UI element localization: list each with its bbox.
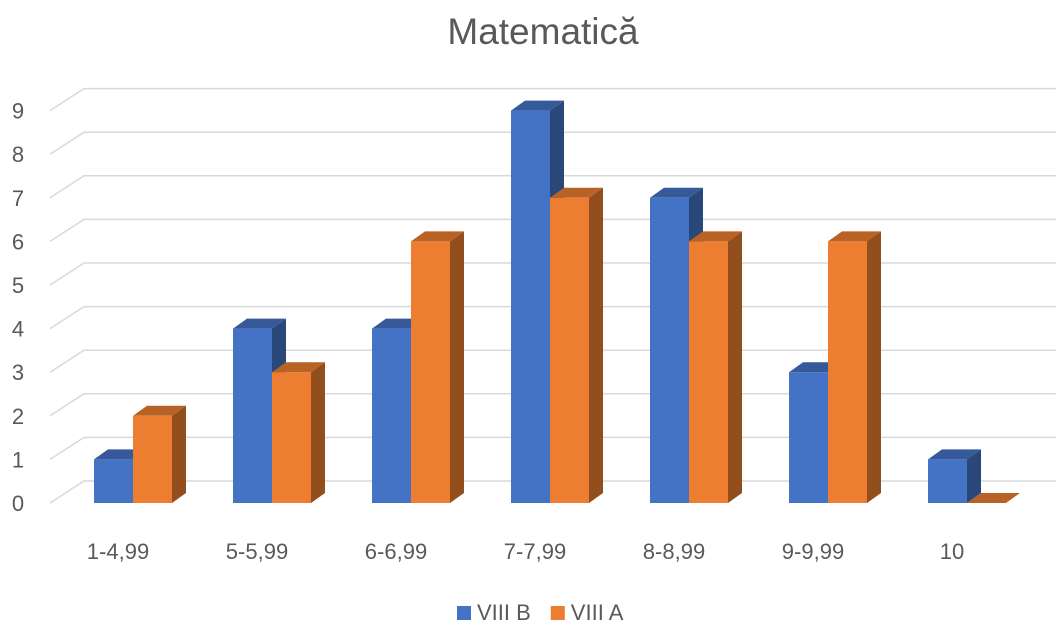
x-category-label: 10 bbox=[940, 539, 964, 564]
y-tick-label: 2 bbox=[12, 404, 24, 429]
x-category-label: 1-4,99 bbox=[87, 539, 149, 564]
bar bbox=[967, 493, 1020, 503]
x-category-label: 7-7,99 bbox=[504, 539, 566, 564]
bar bbox=[550, 187, 603, 504]
y-tick-label: 9 bbox=[12, 99, 24, 124]
legend-item: VIII A bbox=[550, 600, 624, 625]
x-category-label: 9-9,99 bbox=[782, 539, 844, 564]
bar-front bbox=[94, 459, 133, 503]
x-axis-categories: 1-4,99 5-5,99 6-6,99 7-7,99 8-8,99 9-9,99 10 bbox=[87, 539, 964, 564]
chart-title: Matematică bbox=[447, 11, 639, 52]
bar bbox=[928, 449, 981, 503]
bar-front bbox=[550, 197, 589, 504]
bar-front bbox=[789, 372, 828, 503]
legend-swatch bbox=[457, 606, 471, 620]
gridline bbox=[49, 218, 1056, 243]
bar bbox=[689, 231, 742, 503]
bar-front bbox=[233, 328, 272, 503]
bar-top bbox=[511, 100, 564, 111]
y-tick-label: 8 bbox=[12, 142, 24, 167]
bar-front bbox=[928, 459, 967, 503]
bar-side bbox=[311, 362, 325, 503]
legend: VIII B VIII A bbox=[457, 600, 624, 625]
gridline bbox=[49, 131, 1056, 155]
bar-side bbox=[967, 449, 981, 503]
bar-top bbox=[272, 362, 325, 373]
legend-item: VIII B bbox=[457, 600, 531, 625]
bar-top bbox=[828, 231, 881, 242]
bar-top bbox=[233, 318, 286, 329]
gridline bbox=[49, 87, 1056, 112]
bar-top bbox=[550, 187, 603, 198]
bar-front bbox=[650, 197, 689, 504]
y-axis-ticks: 0 1 2 3 4 5 6 7 8 9 bbox=[12, 99, 24, 516]
y-tick-label: 5 bbox=[12, 273, 24, 298]
bar-front bbox=[689, 241, 728, 503]
legend-label: VIII B bbox=[477, 600, 531, 625]
bar bbox=[411, 231, 464, 503]
bars bbox=[94, 100, 1020, 504]
y-tick-label: 6 bbox=[12, 229, 24, 254]
gridlines bbox=[49, 87, 1056, 504]
bar-top bbox=[928, 449, 981, 460]
x-category-label: 5-5,99 bbox=[226, 539, 288, 564]
y-tick-label: 3 bbox=[12, 360, 24, 385]
x-category-label: 8-8,99 bbox=[643, 539, 705, 564]
bar-front bbox=[511, 110, 550, 503]
bar-top bbox=[689, 231, 742, 242]
bar-top bbox=[411, 231, 464, 242]
bar bbox=[133, 405, 186, 503]
bar-side bbox=[589, 187, 603, 504]
bar bbox=[272, 362, 325, 503]
legend-swatch bbox=[550, 606, 565, 620]
bar-front bbox=[828, 241, 867, 503]
bar-top bbox=[650, 187, 703, 198]
bar-front bbox=[272, 372, 311, 503]
bar-front bbox=[372, 328, 411, 503]
x-category-label: 6-6,99 bbox=[365, 539, 427, 564]
bar-side bbox=[867, 231, 881, 503]
bar-front bbox=[411, 241, 450, 503]
bar-top bbox=[967, 493, 1020, 503]
y-tick-label: 0 bbox=[12, 491, 24, 516]
y-tick-label: 7 bbox=[12, 186, 24, 211]
bar-side bbox=[450, 231, 464, 503]
gridline bbox=[49, 175, 1056, 199]
legend-label: VIII A bbox=[571, 600, 624, 625]
y-tick-label: 1 bbox=[12, 447, 24, 472]
bar-side bbox=[728, 231, 742, 503]
y-tick-label: 4 bbox=[12, 317, 24, 342]
bar-front bbox=[133, 415, 172, 503]
bar-top bbox=[133, 405, 186, 416]
bar bbox=[828, 231, 881, 503]
bar-side bbox=[172, 405, 186, 503]
